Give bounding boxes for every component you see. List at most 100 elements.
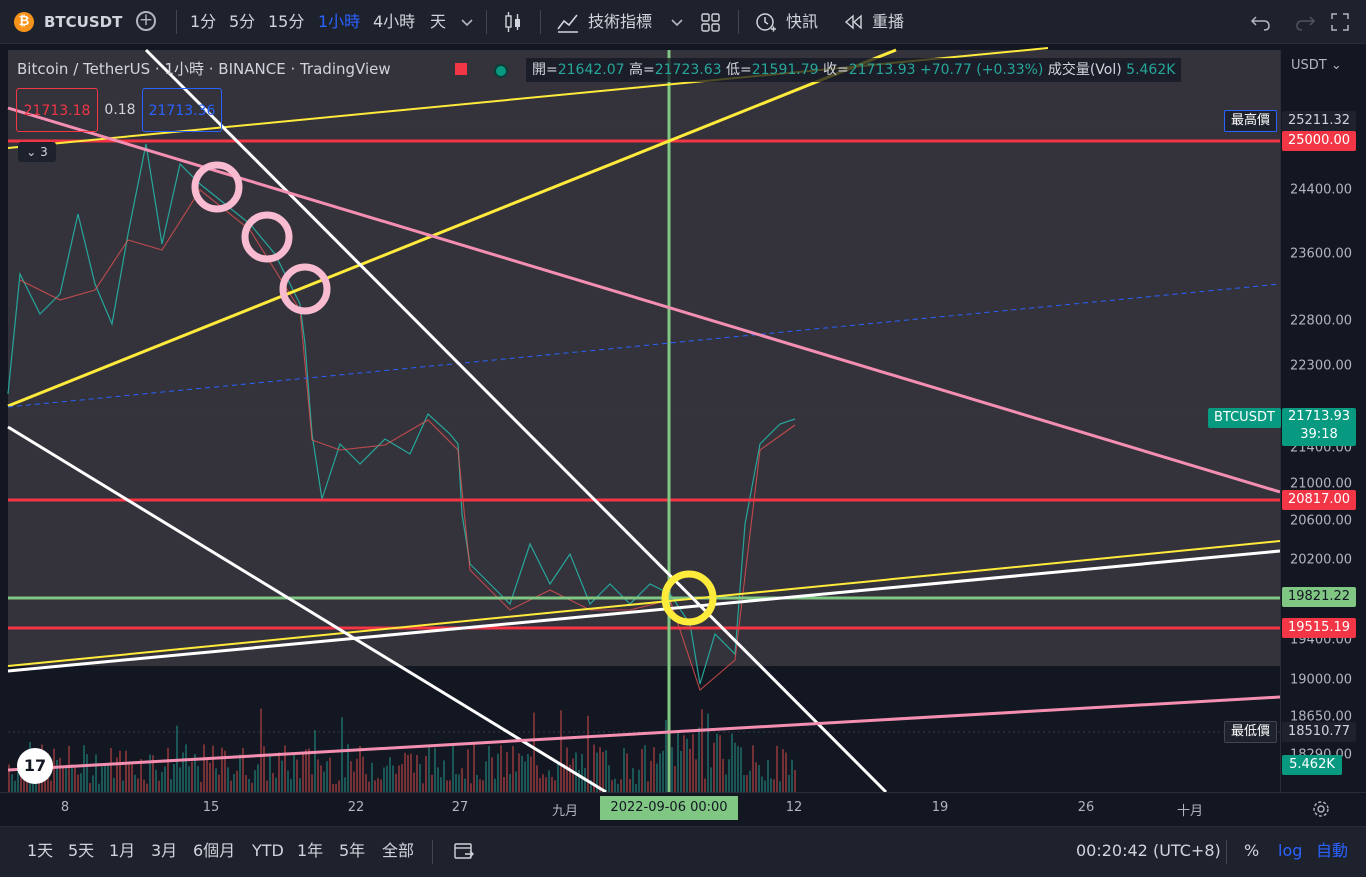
chart-legend-title[interactable]: Bitcoin / TetherUS · 1小時 · BINANCE · Tra… — [17, 60, 391, 78]
range-all[interactable]: 全部 — [382, 841, 415, 860]
alert-button[interactable]: 快訊 — [786, 12, 819, 31]
price-axis-label: 22800.00 — [1290, 313, 1353, 329]
price-line-down — [19, 189, 796, 691]
volume-bar — [227, 767, 229, 792]
interval-1m[interactable]: 1分 — [190, 12, 217, 31]
indicators-icon[interactable] — [556, 11, 580, 33]
timezone-clock[interactable]: 00:20:42 (UTC+8) — [1076, 841, 1221, 860]
replay-icon[interactable] — [844, 14, 864, 30]
range-ytd[interactable]: YTD — [252, 841, 284, 860]
volume-bar — [545, 777, 547, 792]
volume-bar — [230, 780, 232, 792]
range-3m[interactable]: 3月 — [151, 841, 178, 860]
interval-15m[interactable]: 15分 — [268, 12, 305, 31]
volume-bar — [404, 752, 406, 792]
symbol-search-button[interactable]: BTCUSDT — [44, 13, 123, 31]
volume-bar — [362, 756, 364, 792]
interval-5m[interactable]: 5分 — [229, 12, 256, 31]
indicator-collapse-toggle[interactable]: ⌄ 3 — [18, 142, 56, 162]
volume-bar — [437, 767, 439, 792]
volume-bar — [569, 764, 571, 792]
volume-bar — [8, 764, 10, 792]
volume-bar — [395, 773, 397, 792]
volume-bar — [533, 712, 535, 792]
flag-icon[interactable] — [455, 63, 467, 75]
range-1m[interactable]: 1月 — [109, 841, 136, 860]
volume-bar — [257, 764, 259, 792]
range-5d[interactable]: 5天 — [68, 841, 95, 860]
volume-bar — [323, 771, 325, 792]
interval-4h[interactable]: 4小時 — [373, 12, 416, 31]
buy-price-button[interactable]: 21713.36 — [142, 88, 222, 132]
range-6m[interactable]: 6個月 — [193, 841, 236, 860]
volume-bar — [356, 758, 358, 792]
volume-bar — [680, 751, 682, 792]
volume-bar — [329, 757, 331, 792]
volume-bar — [611, 780, 613, 792]
bottom-toolbar: 1天 5天 1月 3月 6個月 YTD 1年 5年 全部 00:20:42 (U… — [0, 826, 1366, 877]
tradingview-logo[interactable]: 17 — [17, 748, 53, 784]
goto-date-icon[interactable] — [453, 841, 475, 861]
volume-bar — [479, 779, 481, 792]
ohlc-values: 開=21642.07 高=21723.63 低=21591.79 收=21713… — [526, 58, 1182, 82]
white-downtrend-line — [144, 48, 888, 792]
percent-scale-toggle[interactable]: % — [1244, 841, 1260, 860]
time-label: 十月 — [1176, 804, 1204, 819]
volume-bar — [560, 710, 562, 792]
volume-bar — [443, 760, 445, 792]
volume-bar — [338, 780, 340, 792]
interval-1d[interactable]: 天 — [430, 12, 447, 31]
undo-icon[interactable] — [1250, 12, 1272, 32]
range-1d[interactable]: 1天 — [27, 841, 54, 860]
range-5y[interactable]: 5年 — [339, 841, 366, 860]
volume-bar — [497, 753, 499, 792]
volume-bar — [266, 780, 268, 792]
chart-drawings[interactable] — [0, 44, 1280, 792]
volume-bar — [269, 755, 271, 792]
toolbar-divider — [738, 10, 739, 34]
volume-bar — [746, 775, 748, 792]
alert-clock-icon[interactable] — [754, 10, 778, 34]
volume-bar — [101, 766, 103, 792]
sell-price-button[interactable]: 21713.18 — [16, 88, 98, 132]
log-scale-toggle[interactable]: log — [1278, 841, 1303, 860]
low-price-tag: 18510.77 — [1282, 722, 1356, 742]
volume-bar — [80, 773, 82, 792]
volume-bar — [713, 742, 715, 792]
volume-bar — [92, 775, 94, 792]
fullscreen-icon[interactable] — [1330, 12, 1350, 32]
volume-bar — [659, 753, 661, 792]
volume-bar — [581, 753, 583, 792]
indicators-button[interactable]: 技術指標 — [588, 12, 653, 31]
candles-icon[interactable] — [502, 11, 524, 33]
currency-selector[interactable]: USDT ⌄ — [1291, 58, 1342, 73]
volume-bar — [542, 774, 544, 792]
volume-bar — [701, 709, 703, 792]
range-1y[interactable]: 1年 — [297, 841, 324, 860]
settings-gear-icon[interactable] — [1312, 800, 1330, 818]
chevron-down-icon[interactable] — [460, 16, 474, 30]
volume-bar — [53, 748, 55, 792]
volume-bar — [212, 745, 214, 792]
bottom-divider — [432, 840, 433, 864]
replay-button[interactable]: 重播 — [872, 12, 905, 31]
interval-1h[interactable]: 1小時 — [318, 12, 361, 31]
redo-icon[interactable] — [1294, 12, 1316, 32]
volume-bar — [218, 774, 220, 792]
volume-bar — [248, 778, 250, 792]
add-compare-icon[interactable]: + — [136, 11, 156, 31]
layout-grid-icon[interactable] — [700, 12, 722, 32]
high-value: 21723.63 — [654, 62, 722, 78]
volume-bar — [86, 754, 88, 792]
volume-bar — [674, 766, 676, 792]
chevron-down-icon[interactable] — [670, 16, 684, 30]
volume-bar — [326, 761, 328, 792]
volume-bar — [413, 772, 415, 792]
volume-bar — [773, 779, 775, 792]
volume-bar — [152, 755, 154, 792]
volume-bar — [707, 713, 709, 792]
last-price-tag: 21713.93 39:18 — [1282, 408, 1356, 446]
auto-scale-toggle[interactable]: 自動 — [1316, 841, 1349, 860]
volume-bar — [233, 773, 235, 792]
volume-bar — [335, 783, 337, 792]
